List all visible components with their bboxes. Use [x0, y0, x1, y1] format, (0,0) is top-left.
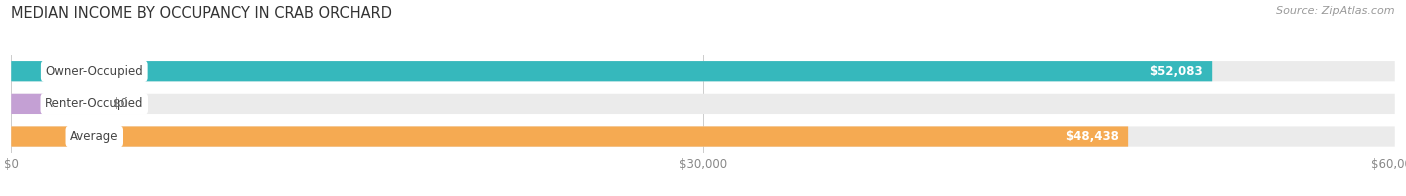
- Text: MEDIAN INCOME BY OCCUPANCY IN CRAB ORCHARD: MEDIAN INCOME BY OCCUPANCY IN CRAB ORCHA…: [11, 6, 392, 21]
- Text: Renter-Occupied: Renter-Occupied: [45, 97, 143, 110]
- Text: Source: ZipAtlas.com: Source: ZipAtlas.com: [1277, 6, 1395, 16]
- Text: Average: Average: [70, 130, 118, 143]
- FancyBboxPatch shape: [11, 126, 1395, 147]
- Text: $0: $0: [112, 97, 128, 110]
- FancyBboxPatch shape: [11, 61, 1395, 81]
- Text: Owner-Occupied: Owner-Occupied: [45, 65, 143, 78]
- FancyBboxPatch shape: [11, 94, 1395, 114]
- FancyBboxPatch shape: [11, 126, 1128, 147]
- Text: $52,083: $52,083: [1149, 65, 1204, 78]
- FancyBboxPatch shape: [11, 94, 94, 114]
- FancyBboxPatch shape: [11, 61, 1212, 81]
- Text: $48,438: $48,438: [1066, 130, 1119, 143]
